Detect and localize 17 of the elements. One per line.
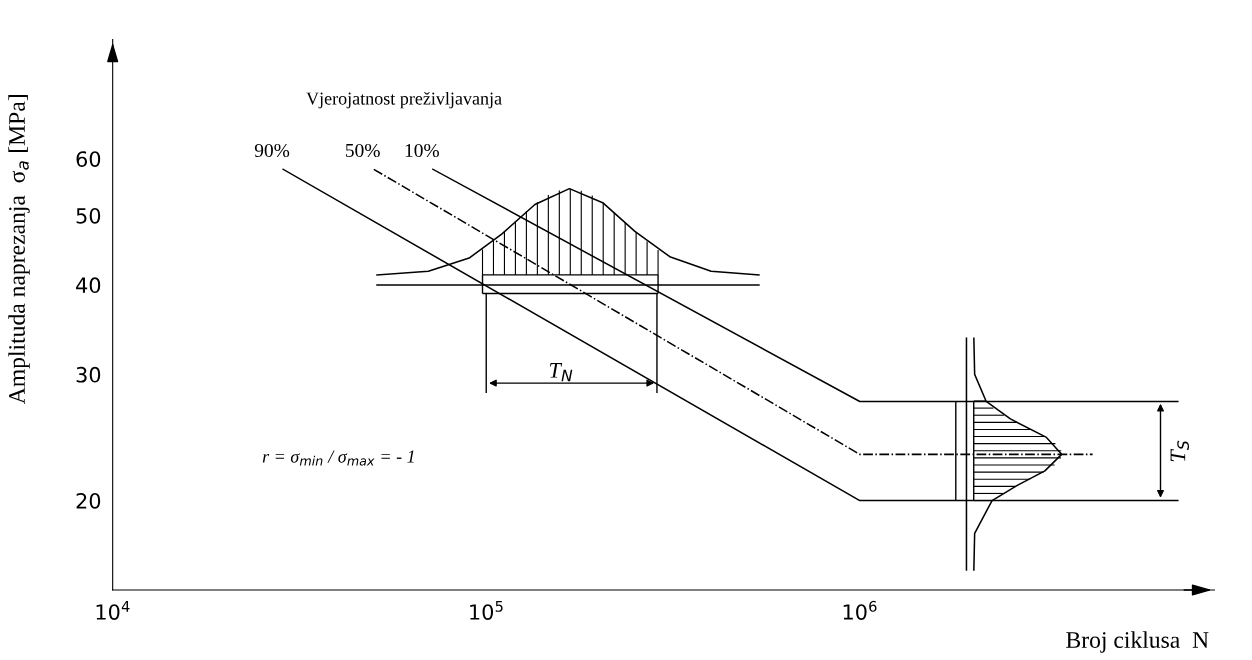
y-tick-label: 30	[76, 366, 101, 383]
annotation: T$_{S}$	[1170, 440, 1190, 462]
annotation: r = σ$_{min}$ / σ$_{max}$ = - 1	[262, 450, 414, 466]
x-tick-label: 10$^{4}$	[96, 601, 130, 620]
y-tick-label: 60	[76, 151, 101, 167]
x-axis-title: Broj ciklusa N	[1066, 631, 1209, 653]
annotation: T$_{N}$	[549, 363, 573, 382]
series-label: 90%	[254, 143, 290, 158]
x-tick-label: 10$^{5}$	[470, 601, 503, 620]
y-tick-label: 50	[76, 207, 101, 224]
annotation: Vjerojatnost preživljavanja	[306, 91, 502, 109]
series-label: 10%	[405, 143, 439, 158]
y-axis-title: Amplituda naprezanja σ$_{a}$ [MPa]	[8, 95, 30, 405]
y-tick-label: 40	[76, 277, 101, 294]
series-label: 50%	[345, 143, 380, 158]
y-tick-label: 20	[76, 492, 101, 509]
x-tick-label: 10$^{6}$	[843, 600, 877, 620]
